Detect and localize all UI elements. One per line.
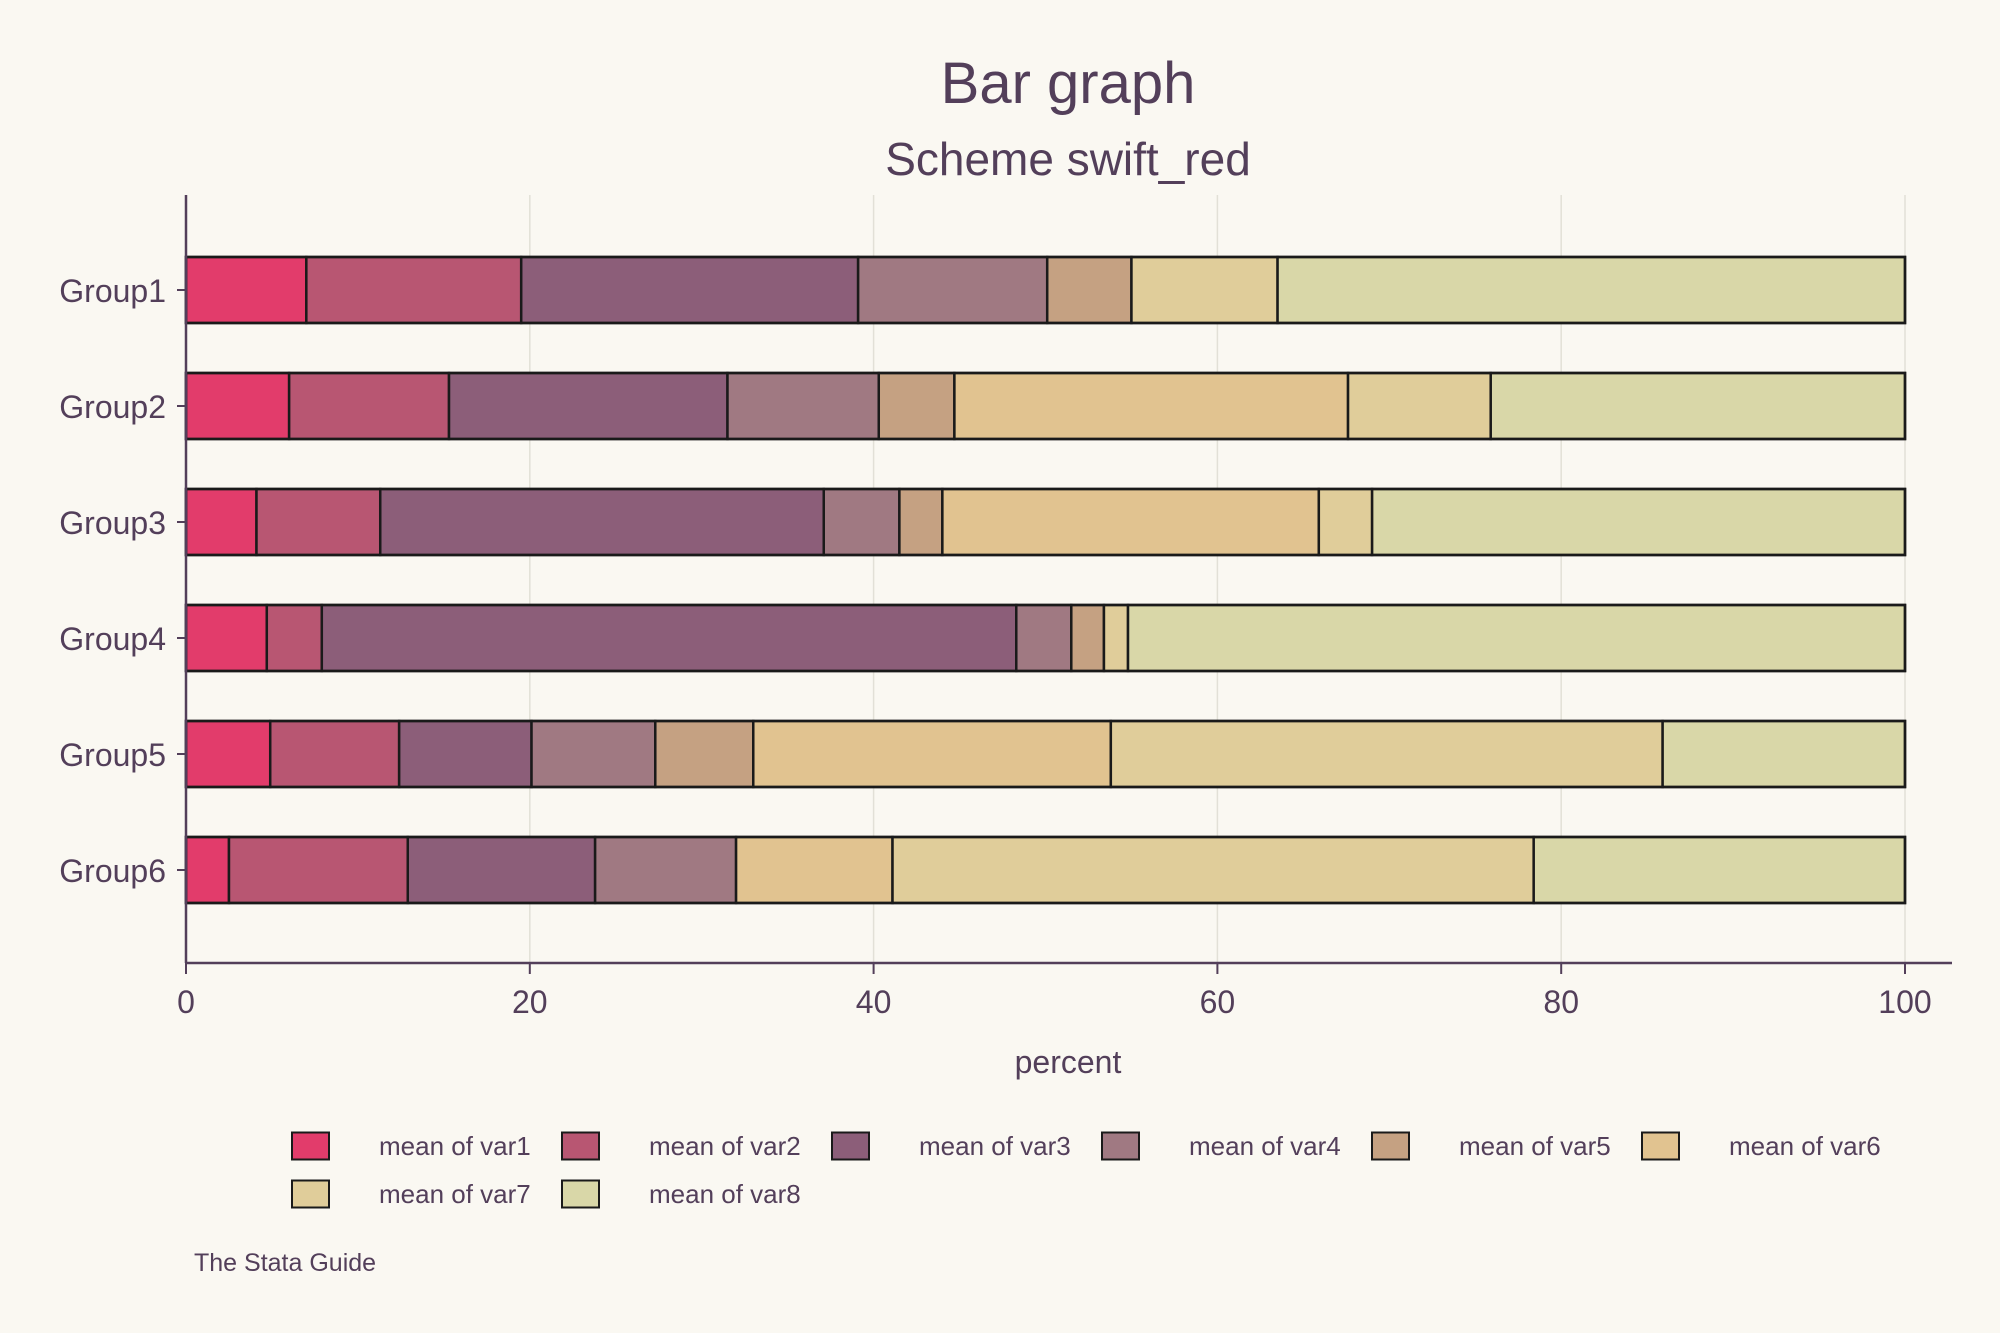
bar-group4-var4 (1015, 603, 1073, 673)
bar-group1-var8 (1276, 255, 1907, 325)
bar-group5-var2 (268, 719, 401, 789)
x-tick-label-100: 100 (1878, 984, 1931, 1020)
legend-label-var3: mean of var3 (919, 1131, 1071, 1161)
bar-group3-var1 (184, 487, 258, 557)
bar-group3-var4 (822, 487, 901, 557)
legend-swatch-var6 (1641, 1131, 1680, 1161)
x-tick-label-0: 0 (177, 984, 195, 1020)
bar-group3-var6 (941, 487, 1321, 557)
bar-group1-var4 (856, 255, 1049, 325)
x-tick-label-20: 20 (512, 984, 548, 1020)
bar-group2-var5 (877, 371, 956, 441)
bar-group5-var4 (530, 719, 657, 789)
bar-group2-var7 (1346, 371, 1492, 441)
legend-label-var4: mean of var4 (1189, 1131, 1341, 1161)
legend-label-var2: mean of var2 (649, 1131, 801, 1161)
y-tick-label-group5: Group5 (59, 737, 166, 773)
bars (184, 255, 1907, 905)
bar-group2-var6 (953, 371, 1350, 441)
bar-group3-var3 (378, 487, 825, 557)
y-tick-label-group4: Group4 (59, 621, 166, 657)
bar-group1-var1 (184, 255, 308, 325)
bar-group4-var8 (1126, 603, 1907, 673)
bar-group4-var7 (1102, 603, 1130, 673)
legend-swatch-var4 (1101, 1131, 1140, 1161)
legend-label-var6: mean of var6 (1729, 1131, 1881, 1161)
y-tick-label-group6: Group6 (59, 853, 166, 889)
bar-group5-var5 (654, 719, 755, 789)
axes: 0 20 40 60 80 100 Group1 Group2 Group3 Group4 Grou… (59, 195, 1952, 1020)
bar-group4-var3 (320, 603, 1018, 673)
bar-group1-var5 (1045, 255, 1133, 325)
legend: mean of var1 mean of var2 mean of var3 mean… (291, 1131, 1881, 1209)
legend-swatch-var7 (291, 1179, 330, 1209)
bar-group3-var8 (1370, 487, 1907, 557)
legend-swatch-var8 (561, 1179, 600, 1209)
bar-group2-var4 (726, 371, 881, 441)
bar-group6-var6 (734, 835, 894, 905)
bar-group6-var8 (1532, 835, 1907, 905)
bar-group6-var4 (593, 835, 738, 905)
y-tick-label-group3: Group3 (59, 505, 166, 541)
legend-label-var5: mean of var5 (1459, 1131, 1611, 1161)
bar-group1-var2 (305, 255, 523, 325)
bar-group5-var7 (1109, 719, 1664, 789)
legend-label-var7: mean of var7 (379, 1179, 531, 1209)
x-tick-label-80: 80 (1543, 984, 1579, 1020)
bar-group1-var7 (1130, 255, 1279, 325)
bar-group6-var1 (184, 835, 231, 905)
bar-group5-var3 (397, 719, 533, 789)
bar-group3-var2 (255, 487, 382, 557)
bar-group5-var8 (1661, 719, 1907, 789)
bar-group4-var2 (265, 603, 324, 673)
bar-group3-var5 (898, 487, 944, 557)
y-tick-label-group2: Group2 (59, 389, 166, 425)
bar-group2-var1 (184, 371, 291, 441)
x-axis-label: percent (1015, 1044, 1122, 1080)
bar-group4-var1 (184, 603, 269, 673)
bar-group6-var2 (227, 835, 410, 905)
bar-group6-var3 (406, 835, 597, 905)
legend-label-var1: mean of var1 (379, 1131, 531, 1161)
chart-note: The Stata Guide (194, 1249, 376, 1277)
chart-subtitle: Scheme swift_red (885, 133, 1251, 185)
bar-group5-var6 (752, 719, 1113, 789)
legend-swatch-var3 (831, 1131, 870, 1161)
bar-group2-var8 (1489, 371, 1907, 441)
bar-group3-var7 (1317, 487, 1374, 557)
bar-group6-var7 (891, 835, 1535, 905)
legend-swatch-var2 (561, 1131, 600, 1161)
bar-group2-var2 (287, 371, 451, 441)
bar-group2-var3 (447, 371, 729, 441)
y-tick-label-group1: Group1 (59, 273, 166, 309)
bar-group4-var5 (1070, 603, 1106, 673)
x-tick-label-60: 60 (1200, 984, 1236, 1020)
x-tick-label-40: 40 (856, 984, 892, 1020)
legend-swatch-var1 (291, 1131, 330, 1161)
legend-swatch-var5 (1371, 1131, 1410, 1161)
bar-group5-var1 (184, 719, 272, 789)
legend-label-var8: mean of var8 (649, 1179, 801, 1209)
chart-title: Bar graph (941, 51, 1196, 116)
bar-group1-var3 (519, 255, 860, 325)
